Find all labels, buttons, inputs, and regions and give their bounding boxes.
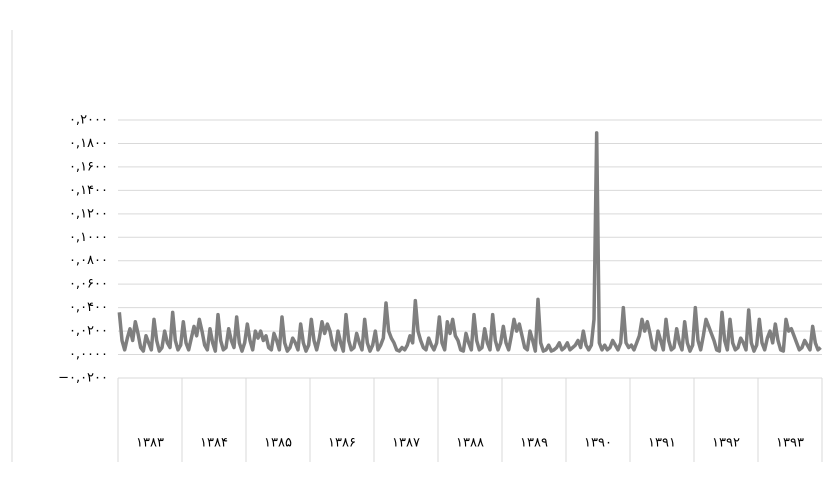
data-line [117, 131, 822, 353]
y-tick-label: ۰,۰۰۰۰ [69, 347, 108, 362]
y-tick-label: ۰,۲۰۰۰ [69, 113, 108, 128]
group-label: ۱۳۹۲ [712, 436, 740, 451]
y-tick-label: ۰,۱۲۰۰ [69, 206, 108, 221]
y-tick-label: ۰,۱۰۰۰ [69, 230, 108, 245]
group-label: ۱۳۹۰ [584, 436, 612, 451]
group-label: ۱۳۹۳ [776, 436, 804, 451]
y-tick-label: ۰,۰۴۰۰ [69, 300, 108, 315]
y-tick-label: ۰,۱۴۰۰ [69, 183, 108, 198]
group-label: ۱۳۸۶ [328, 436, 356, 451]
group-label: ۱۳۸۴ [200, 436, 228, 451]
y-tick-label: ۰,۰۸۰۰ [69, 253, 108, 268]
y-tick-label: ۰,۰۲۰۰ [69, 324, 108, 339]
group-label: ۱۳۸۵ [264, 436, 292, 451]
y-tick-label: ۰,۱۶۰۰ [69, 159, 108, 174]
group-label: ۱۳۹۱ [648, 436, 676, 451]
y-tick-label: ۰,۱۸۰۰ [69, 136, 108, 151]
group-label: ۱۳۸۸ [456, 436, 484, 451]
group-label: ۱۳۸۳ [136, 436, 164, 451]
group-label: ۱۳۸۹ [520, 436, 548, 451]
group-label: ۱۳۸۷ [392, 436, 420, 451]
y-tick-label: ۰,۰۶۰۰ [69, 277, 108, 292]
y-tick-label: −۰,۰۲۰۰ [58, 371, 108, 386]
